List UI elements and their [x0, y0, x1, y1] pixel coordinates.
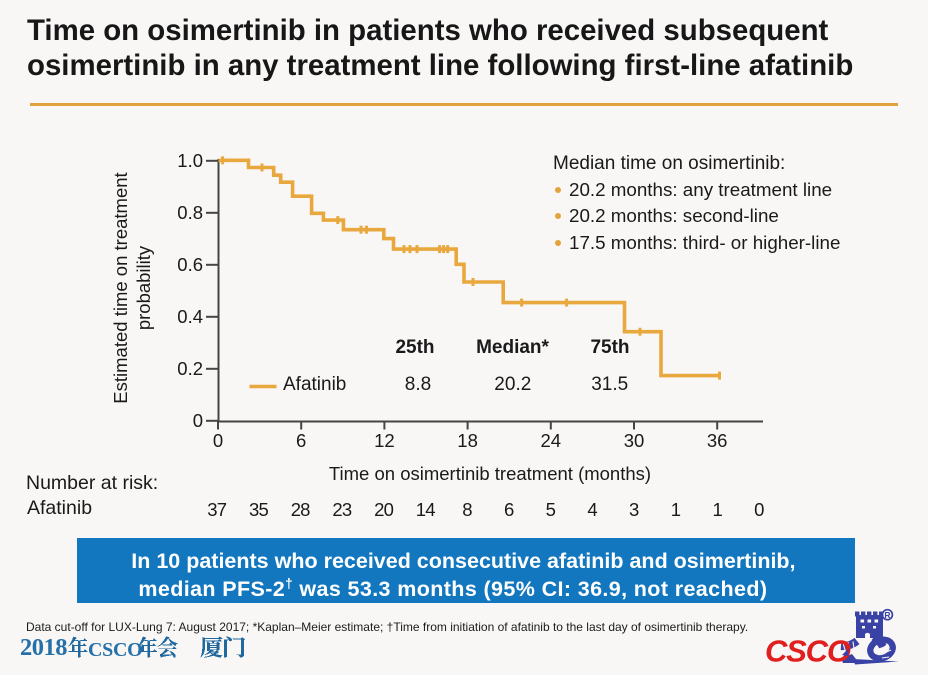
svg-text:R: R [884, 610, 890, 620]
svg-text:CSCO: CSCO [765, 634, 851, 669]
